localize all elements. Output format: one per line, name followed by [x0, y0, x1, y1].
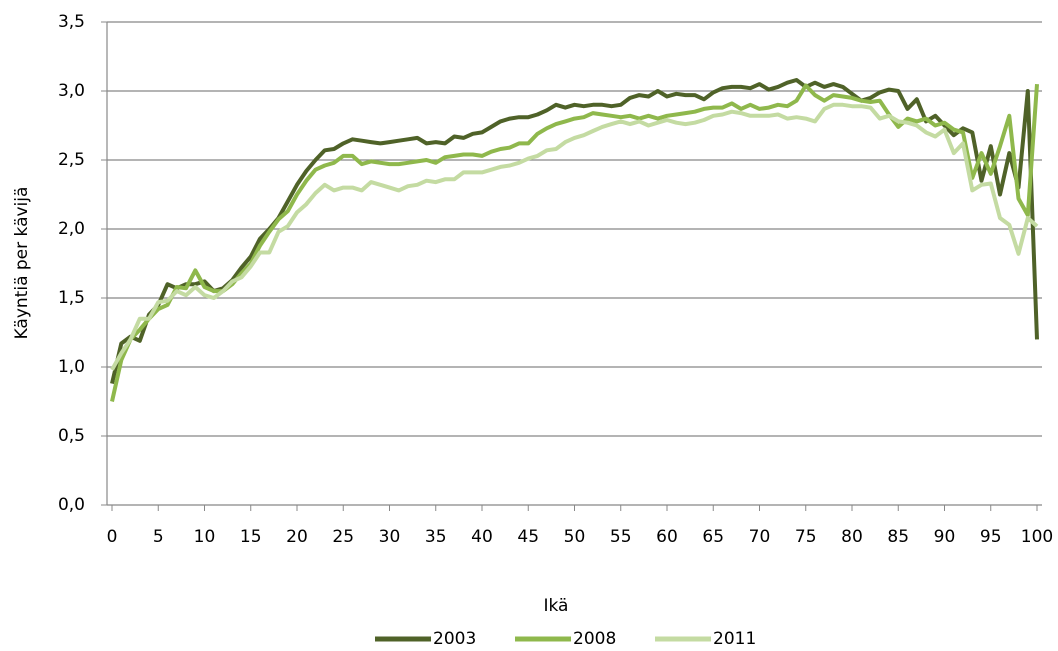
y-tick-label: 2,5	[58, 150, 85, 170]
x-tick-label: 60	[656, 527, 678, 547]
series-line	[110, 102, 1039, 371]
y-tick-label: 1,0	[58, 357, 85, 377]
x-tick-label: 35	[425, 527, 447, 547]
x-tick-label: 5	[153, 527, 164, 547]
x-tick-label: 20	[286, 527, 308, 547]
x-tick-label: 15	[240, 527, 262, 547]
x-tick-label: 75	[795, 527, 817, 547]
x-tick-label: 40	[471, 527, 493, 547]
y-tick-label: 1,5	[58, 288, 85, 308]
legend-label: 2008	[573, 629, 616, 649]
series-line	[110, 83, 1039, 402]
x-tick-label: 45	[517, 527, 539, 547]
x-tick-label: 70	[749, 527, 771, 547]
x-tick-label: 80	[841, 527, 863, 547]
x-tick-label: 90	[934, 527, 956, 547]
x-tick-label: 25	[332, 527, 354, 547]
x-tick-label: 10	[194, 527, 216, 547]
series-line	[110, 78, 1039, 385]
x-tick-label: 30	[379, 527, 401, 547]
x-tick-label: 100	[1021, 527, 1053, 547]
x-tick-label: 50	[564, 527, 586, 547]
x-tick-label: 95	[980, 527, 1002, 547]
x-axis-label: Ikä	[544, 596, 569, 616]
y-tick-label: 3,5	[58, 12, 85, 32]
x-tick-label: 55	[610, 527, 632, 547]
x-tick-label: 0	[107, 527, 118, 547]
legend-label: 2011	[713, 629, 756, 649]
y-tick-label: 0,0	[58, 495, 85, 515]
y-tick-label: 2,0	[58, 219, 85, 239]
y-tick-label: 0,5	[58, 426, 85, 446]
y-tick-label: 3,0	[58, 81, 85, 101]
x-tick-label: 85	[887, 527, 909, 547]
y-axis-label: Käyntiä per kävijä	[12, 187, 32, 340]
x-tick-label: 65	[702, 527, 724, 547]
legend-label: 2003	[433, 629, 476, 649]
